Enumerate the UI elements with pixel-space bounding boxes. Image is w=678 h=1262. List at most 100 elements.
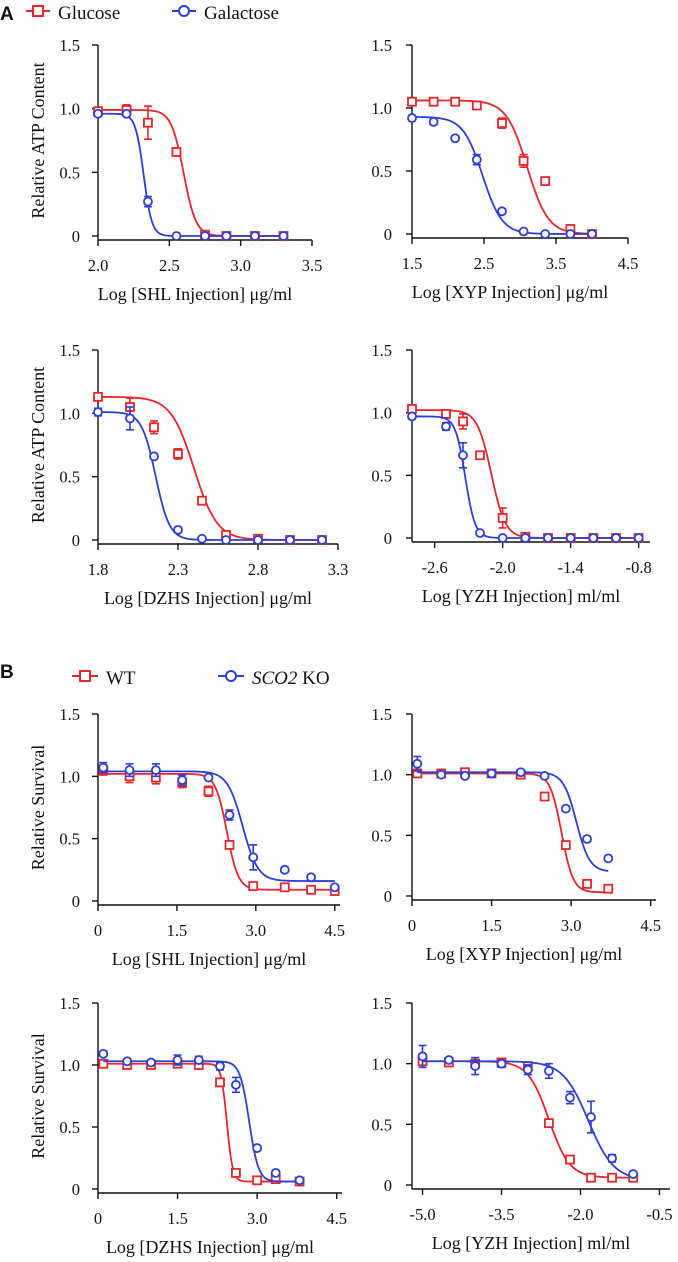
data-point-circle — [171, 231, 182, 241]
data-point-circle — [122, 1056, 133, 1067]
fit-curve — [417, 771, 609, 872]
data-point-circle — [497, 533, 508, 543]
data-point-circle — [306, 872, 316, 883]
x-tick-label: -2.0 — [567, 1205, 593, 1224]
data-point-circle — [543, 1066, 554, 1076]
x-tick-label: -5.0 — [409, 1205, 435, 1224]
series-blue — [93, 108, 289, 241]
charts: 0 0.5 1.0 1.5 2.0 2.5 3.0 3.5 Log [SHL Injection… — [28, 36, 673, 1257]
y-tick-label: 1.0 — [59, 100, 80, 119]
x-axis-title: Log [SHL Injection] μg/ml — [98, 284, 292, 304]
x-tick-label: -3.5 — [488, 1205, 514, 1224]
y-tick-label: 0.5 — [371, 162, 392, 181]
data-point-circle — [543, 533, 553, 543]
y-tick-label: 0 — [384, 225, 392, 244]
data-point-circle — [124, 765, 135, 775]
data-point-circle — [436, 769, 447, 780]
y-tick-label: 1.5 — [371, 36, 392, 55]
data-point-square — [149, 422, 159, 433]
legend-a-galactose-label: Galactose — [204, 3, 279, 24]
x-tick-label: 3.3 — [328, 560, 349, 579]
data-point-square — [197, 495, 207, 506]
y-axis-title: Relative Survival — [28, 745, 48, 870]
data-point-circle — [250, 231, 260, 241]
data-point-circle — [496, 1058, 507, 1069]
data-point-circle — [633, 533, 644, 543]
x-tick-label: 3.0 — [561, 916, 582, 935]
x-tick-label: 3.0 — [246, 921, 267, 940]
x-tick-label: 2.0 — [88, 256, 109, 275]
data-point-square — [215, 1077, 225, 1088]
legend-a-galactose-marker — [178, 5, 190, 17]
panel-letter-a: A — [0, 4, 14, 25]
data-point-circle — [518, 226, 529, 237]
data-point-circle — [279, 864, 290, 875]
legend-a-glucose-marker — [32, 5, 44, 17]
legend-b-wt: WT — [72, 668, 136, 689]
y-tick-label: 1.0 — [59, 404, 80, 423]
data-point-circle — [628, 1169, 639, 1179]
data-point-circle — [603, 853, 614, 864]
chart-shl-atp: 0 0.5 1.0 1.5 2.0 2.5 3.0 3.5 Log [SHL Injection… — [28, 36, 322, 304]
data-point-circle — [203, 772, 214, 783]
data-point-circle — [565, 229, 576, 239]
x-tick-label: -0.5 — [646, 1205, 672, 1224]
data-point-square — [248, 881, 259, 891]
data-point-square — [497, 118, 507, 129]
data-point-circle — [278, 231, 289, 241]
y-tick-label: 0.5 — [59, 1118, 80, 1137]
x-tick-label: 3.0 — [247, 1209, 268, 1228]
data-point-circle — [565, 1092, 575, 1103]
data-point-circle — [143, 196, 153, 207]
y-tick-label: 1.0 — [59, 767, 80, 786]
data-point-circle — [607, 1153, 617, 1164]
x-axis-title: Log [XYP Injection] μg/ml — [412, 282, 608, 302]
series-red — [98, 1058, 305, 1187]
data-point-circle — [582, 834, 592, 844]
chart-yzh-survival: 0 0.5 1.0 1.5 -5.0 -3.5 -2.0 -0.5 Log [YZH Injec… — [371, 994, 672, 1253]
x-tick-label: 2.5 — [159, 256, 180, 275]
data-point-circle — [407, 411, 417, 422]
x-axis-title: Log [DZHS Injection] μg/ml — [104, 588, 312, 608]
data-point-square — [171, 147, 182, 157]
data-point-circle — [407, 113, 417, 123]
series-blue — [407, 113, 597, 239]
data-point-circle — [248, 852, 259, 863]
data-point-square — [450, 96, 461, 107]
data-point-circle — [450, 133, 461, 144]
x-tick-label: 4.5 — [618, 254, 639, 273]
x-tick-label: -1.4 — [558, 558, 584, 577]
data-point-square — [543, 1118, 554, 1129]
series-blue — [98, 1048, 305, 1186]
data-point-circle — [215, 1061, 225, 1072]
data-point-circle — [93, 108, 103, 119]
y-tick-label: 1.0 — [371, 99, 392, 118]
data-point-circle — [515, 767, 526, 778]
data-point-circle — [586, 1112, 596, 1122]
y-tick-label: 1.5 — [371, 705, 392, 724]
y-tick-label: 0 — [72, 531, 80, 550]
data-point-square — [565, 1154, 575, 1165]
y-axis-title: Relative Survival — [28, 1033, 48, 1158]
data-point-square — [518, 156, 529, 166]
fit-curve — [422, 1060, 634, 1179]
data-point-square — [173, 448, 183, 459]
legend-b-sco2-label: SCO2 KO — [252, 668, 330, 689]
data-point-circle — [146, 1057, 156, 1068]
x-tick-label: -2.6 — [422, 558, 448, 577]
data-point-circle — [486, 768, 497, 779]
panel-letter-b: B — [0, 662, 14, 683]
y-tick-label: 1.5 — [371, 994, 392, 1013]
data-point-circle — [177, 775, 188, 785]
data-point-circle — [497, 206, 507, 217]
x-tick-label: 1.5 — [167, 1209, 188, 1228]
data-point-square — [458, 416, 468, 427]
data-point-circle — [98, 1048, 109, 1059]
data-point-circle — [412, 758, 423, 769]
fit-curve — [98, 109, 284, 237]
data-point-square — [224, 840, 235, 850]
x-tick-label: 4.5 — [326, 1209, 347, 1228]
chart-xyp-survival: 0 0.5 1.0 1.5 0 1.5 3.0 4.5 Log [XYP Injection] … — [371, 705, 661, 964]
y-tick-label: 1.5 — [59, 705, 80, 724]
data-point-circle — [540, 229, 551, 239]
